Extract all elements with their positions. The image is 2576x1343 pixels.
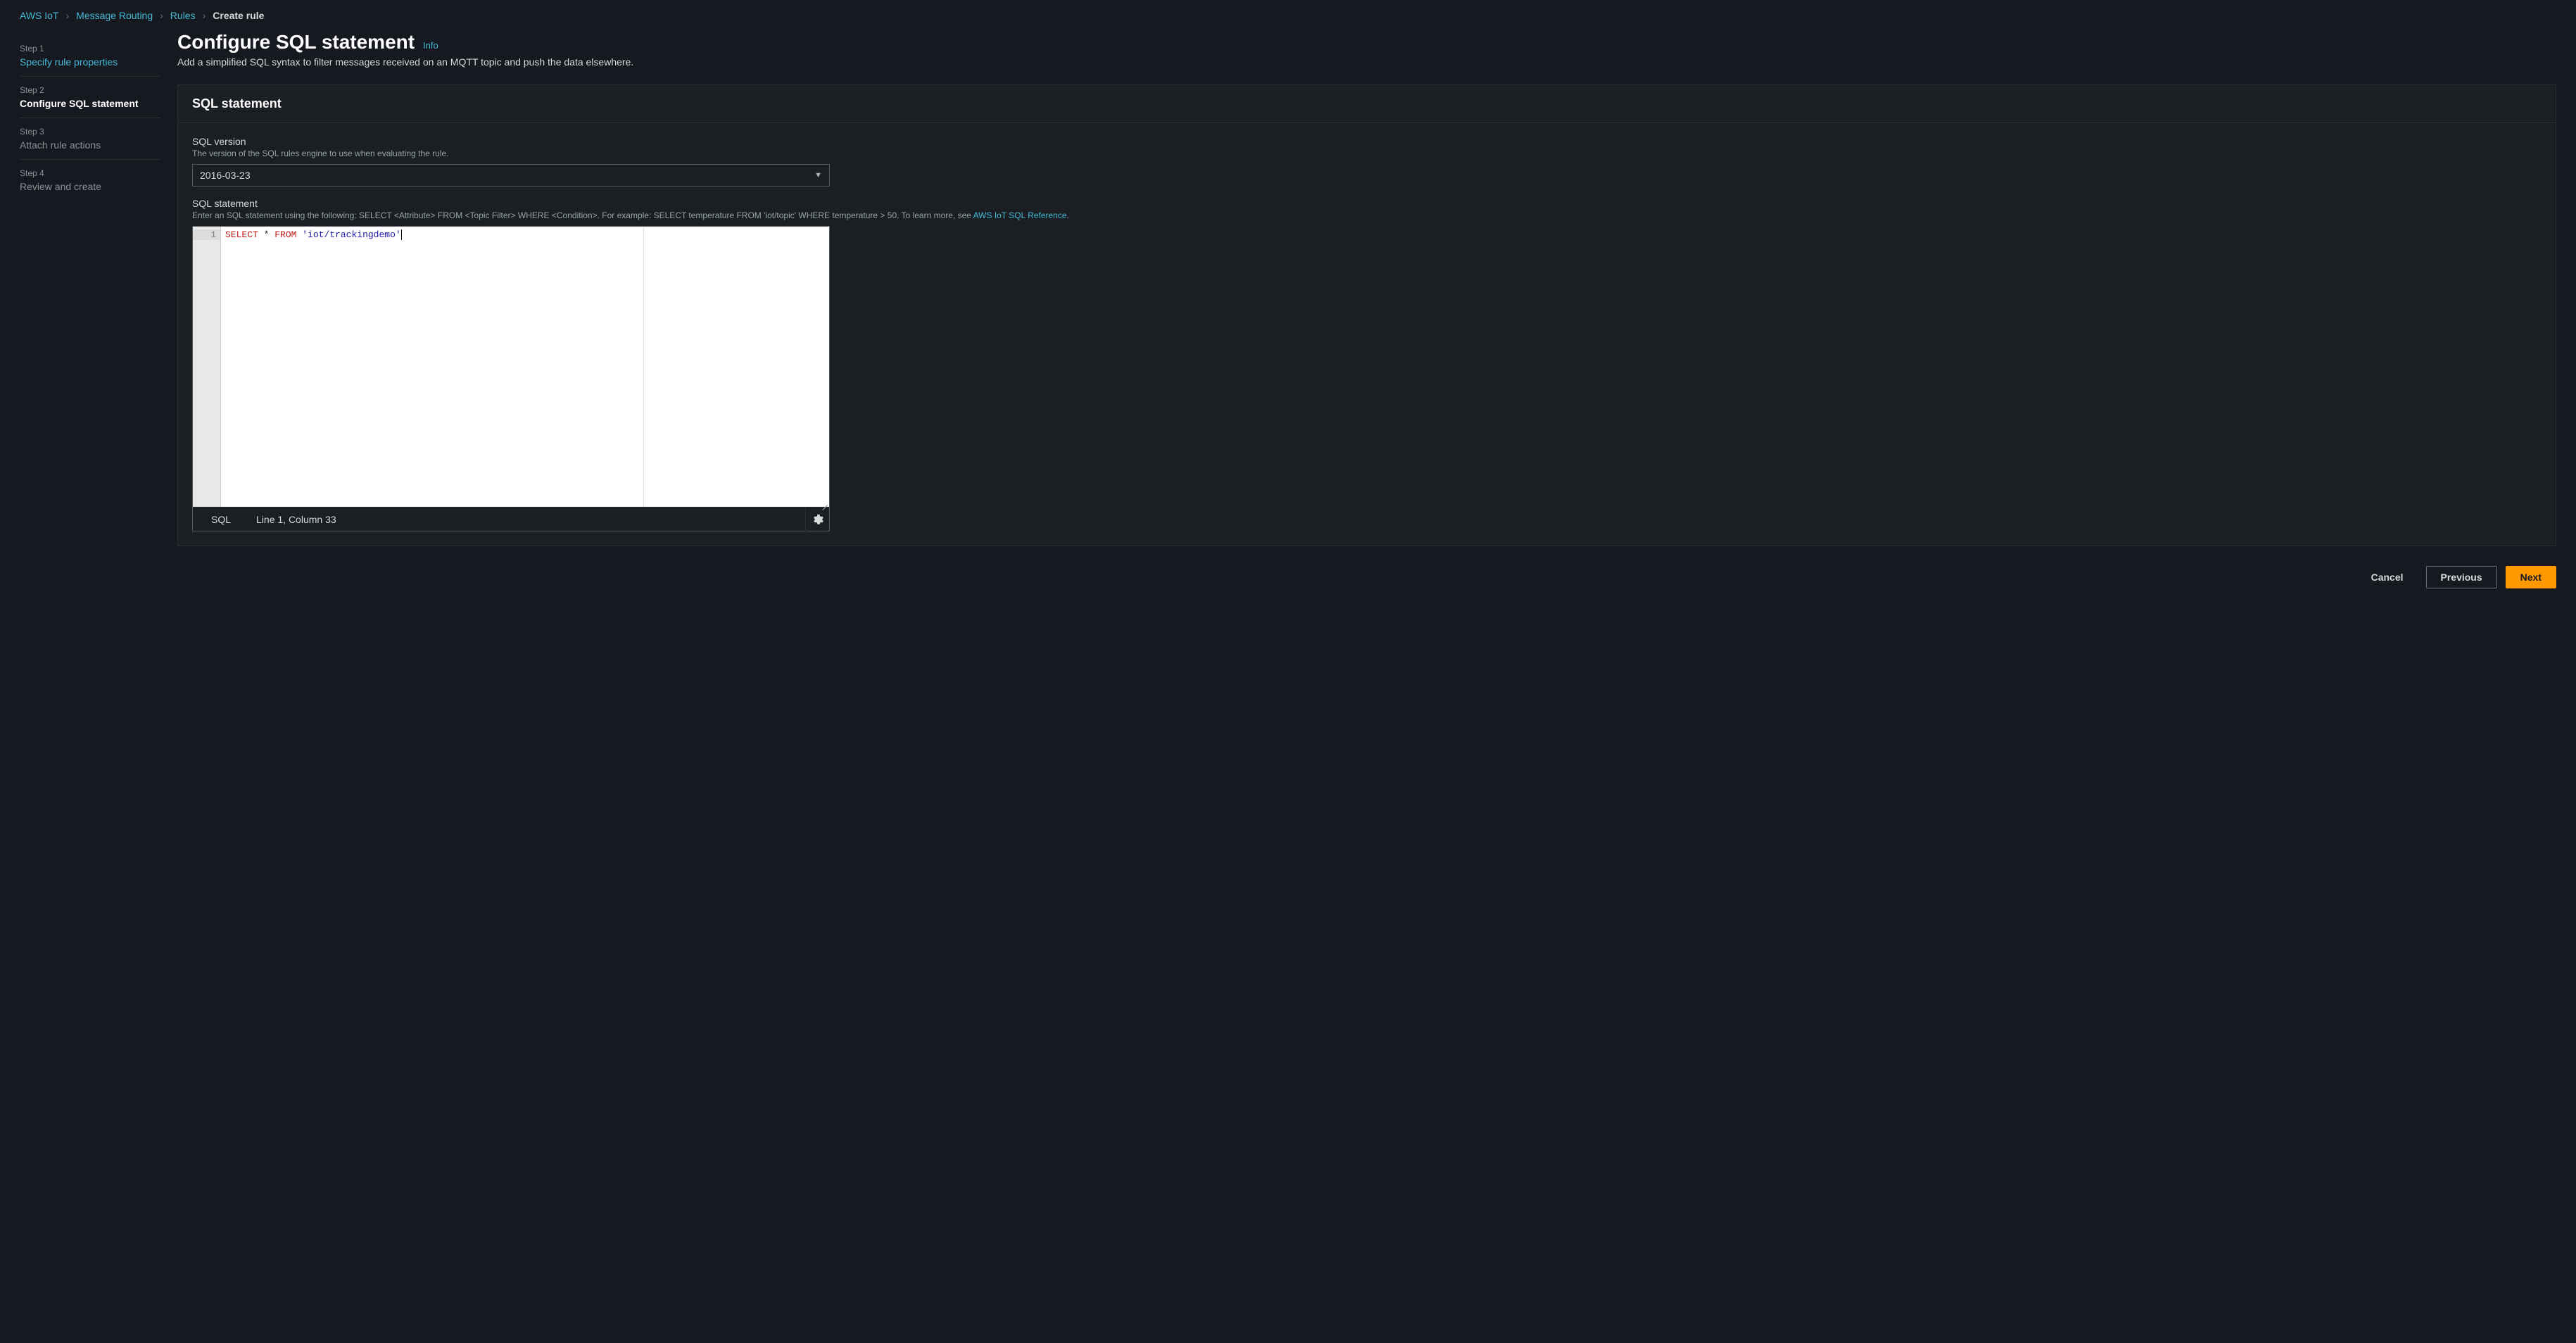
info-link[interactable]: Info	[423, 40, 438, 51]
page-header: Configure SQL statement Info Add a simpl…	[177, 31, 2556, 77]
editor-status-bar: SQL Line 1, Column 33	[193, 507, 829, 531]
line-number: 1	[193, 229, 220, 240]
sql-editor: 1 SELECT * FROM 'iot/trackingdemo' SQL L…	[192, 226, 830, 531]
previous-button[interactable]: Previous	[2426, 566, 2497, 588]
sql-statement-panel: SQL statement SQL version The version of…	[177, 84, 2556, 546]
wizard-step-3: Step 3 Attach rule actions	[20, 118, 160, 160]
sql-reference-link[interactable]: AWS IoT SQL Reference	[973, 210, 1067, 220]
caret-down-icon: ▼	[814, 171, 822, 179]
breadcrumb-message-routing[interactable]: Message Routing	[76, 10, 153, 21]
wizard-step-title: Specify rule properties	[20, 56, 160, 68]
sql-statement-help: Enter an SQL statement using the followi…	[192, 210, 2542, 220]
wizard-step-title: Review and create	[20, 181, 160, 192]
sql-statement-label: SQL statement	[192, 198, 2542, 209]
sql-editor-area[interactable]: 1 SELECT * FROM 'iot/trackingdemo'	[193, 227, 829, 507]
breadcrumb-aws-iot[interactable]: AWS IoT	[20, 10, 59, 21]
editor-language: SQL	[193, 514, 244, 525]
code-keyword: FROM	[274, 229, 296, 240]
editor-cursor-position: Line 1, Column 33	[244, 514, 349, 525]
sql-version-help: The version of the SQL rules engine to u…	[192, 149, 2542, 158]
code-text: *	[258, 229, 274, 240]
editor-print-margin	[643, 227, 644, 507]
sql-version-select[interactable]: 2016-03-23 ▼	[192, 164, 830, 187]
sql-help-text: Enter an SQL statement using the followi…	[192, 210, 973, 220]
code-keyword: SELECT	[225, 229, 258, 240]
panel-title: SQL statement	[178, 85, 2556, 123]
editor-resize-handle[interactable]	[819, 497, 828, 505]
editor-code[interactable]: SELECT * FROM 'iot/trackingdemo'	[221, 227, 829, 507]
sql-help-suffix: .	[1067, 210, 1069, 220]
breadcrumb-current: Create rule	[213, 10, 264, 21]
wizard-step-2: Step 2 Configure SQL statement	[20, 77, 160, 118]
wizard-step-4: Step 4 Review and create	[20, 160, 160, 201]
wizard-step-num: Step 4	[20, 168, 160, 178]
chevron-right-icon: ›	[203, 10, 206, 21]
next-button[interactable]: Next	[2506, 566, 2556, 588]
wizard-nav: Step 1 Specify rule properties Step 2 Co…	[20, 31, 160, 617]
wizard-step-title: Configure SQL statement	[20, 98, 160, 109]
gear-icon	[812, 514, 823, 525]
cancel-button[interactable]: Cancel	[2357, 566, 2418, 588]
code-string: 'iot/trackingdemo'	[302, 229, 400, 240]
page-description: Add a simplified SQL syntax to filter me…	[177, 56, 2556, 68]
wizard-step-1[interactable]: Step 1 Specify rule properties	[20, 35, 160, 77]
breadcrumb: AWS IoT › Message Routing › Rules › Crea…	[0, 0, 2576, 31]
wizard-step-num: Step 2	[20, 85, 160, 95]
editor-gutter: 1	[193, 227, 221, 507]
editor-settings-button[interactable]	[805, 507, 829, 531]
chevron-right-icon: ›	[66, 10, 70, 21]
wizard-actions: Cancel Previous Next	[177, 546, 2556, 617]
page-title: Configure SQL statement	[177, 31, 415, 53]
sql-statement-field: SQL statement Enter an SQL statement usi…	[192, 198, 2542, 531]
sql-version-field: SQL version The version of the SQL rules…	[192, 136, 2542, 187]
wizard-step-num: Step 1	[20, 44, 160, 53]
sql-version-label: SQL version	[192, 136, 2542, 147]
editor-cursor	[401, 229, 402, 240]
wizard-step-title: Attach rule actions	[20, 139, 160, 151]
main-content: Configure SQL statement Info Add a simpl…	[177, 31, 2556, 617]
chevron-right-icon: ›	[160, 10, 163, 21]
wizard-step-num: Step 3	[20, 127, 160, 137]
sql-version-value: 2016-03-23	[200, 170, 251, 181]
breadcrumb-rules[interactable]: Rules	[170, 10, 196, 21]
